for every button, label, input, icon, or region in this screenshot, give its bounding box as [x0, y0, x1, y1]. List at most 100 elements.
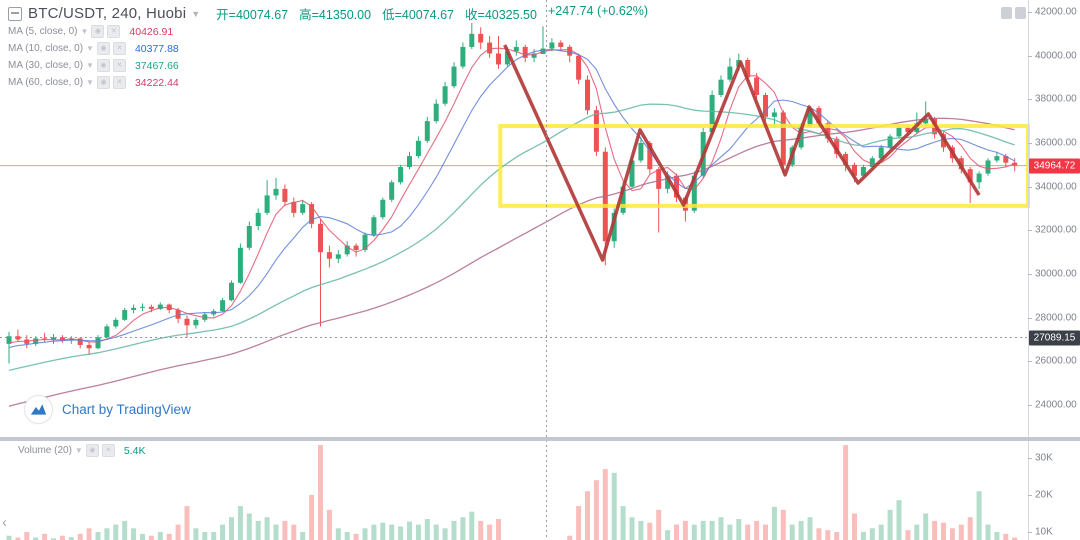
candle-body [487, 42, 493, 54]
chevron-down-icon[interactable]: ▼ [86, 61, 94, 70]
volume-bar [104, 528, 110, 540]
pane-divider[interactable] [0, 437, 1080, 441]
volume-bar [469, 511, 475, 540]
chevron-down-icon[interactable]: ▼ [80, 27, 89, 36]
volume-bar [344, 532, 350, 540]
collapse-legend-icon[interactable] [8, 6, 22, 21]
chevron-down-icon[interactable]: ▼ [86, 44, 94, 53]
pane-button[interactable] [1001, 7, 1012, 19]
volume-bar [246, 513, 252, 540]
indicator-row-ma10: MA (10, close, 0) ▼ ◉ ✕ 40377.88 [8, 42, 179, 55]
price-axis-label: 34000.00 [1035, 181, 1077, 193]
volume-bar [398, 526, 404, 540]
volume-bar [433, 524, 439, 540]
candle-body [380, 199, 386, 218]
chevron-down-icon[interactable]: ▼ [86, 78, 94, 87]
volume-bar [166, 533, 172, 540]
candle-body [620, 186, 626, 213]
chevron-down-icon[interactable]: ▼ [74, 446, 83, 455]
indicator-value: 34222.44 [134, 76, 179, 89]
volume-bar [211, 532, 217, 540]
volume-bar [958, 524, 964, 540]
price-axis-label: 38000.00 [1035, 93, 1077, 105]
candle-body [220, 300, 226, 312]
axis-tick [1028, 230, 1032, 232]
candle-body [309, 204, 315, 224]
crosshair-price-badge: 27089.15 [1029, 330, 1080, 346]
indicator-delete-icon[interactable]: ✕ [112, 42, 126, 55]
candle-body [878, 147, 884, 159]
candle-body [59, 337, 65, 341]
candle-body [576, 55, 582, 80]
volume-bar [193, 528, 199, 540]
price-axis-line [1028, 0, 1029, 540]
indicator-settings-icon[interactable]: ◉ [96, 59, 110, 72]
drawing-trendline[interactable] [503, 44, 981, 262]
volume-bar [727, 524, 733, 540]
volume-bar [834, 532, 840, 540]
indicator-delete-icon[interactable]: ✕ [112, 76, 126, 89]
price-axis-label: 24000.00 [1035, 399, 1077, 411]
volume-bar [309, 495, 315, 540]
candle-body [1003, 156, 1009, 163]
volume-bar [389, 524, 395, 540]
volume-bar [780, 509, 786, 540]
volume-axis-label: 10K [1035, 526, 1053, 538]
candle-body [433, 103, 439, 122]
volume-bar [825, 530, 831, 540]
volume-bar [718, 517, 724, 540]
volume-bar [131, 528, 137, 540]
volume-bar [148, 535, 154, 540]
candle-body [33, 338, 39, 344]
volume-bar [362, 528, 368, 540]
indicator-label: MA (10, close, 0) [8, 43, 84, 54]
volume-bar [709, 520, 715, 540]
pane-button[interactable] [1015, 7, 1026, 19]
ma-line-ma60 [8, 117, 1015, 407]
candle-body [389, 182, 395, 200]
indicator-settings-icon[interactable]: ◉ [85, 444, 99, 457]
price-axis-label: 28000.00 [1035, 312, 1077, 324]
candle-body [665, 175, 671, 189]
candle-body [184, 318, 190, 326]
volume-bar [229, 517, 234, 540]
candle-body [407, 156, 412, 168]
indicator-delete-icon[interactable]: ✕ [107, 25, 121, 38]
indicator-settings-icon[interactable]: ◉ [91, 25, 105, 38]
indicator-settings-icon[interactable]: ◉ [96, 42, 110, 55]
candle-body [371, 217, 377, 235]
indicator-settings-icon[interactable]: ◉ [96, 76, 110, 89]
symbol-title[interactable]: BTC/USDT, 240, Huobi [28, 5, 187, 22]
candle-body [415, 140, 421, 157]
axis-tick [1028, 12, 1032, 13]
volume-bar [220, 524, 226, 540]
candle-body [496, 53, 501, 65]
chevron-down-icon[interactable]: ▼ [191, 8, 201, 19]
candle-body [353, 245, 359, 250]
candle-body [549, 42, 555, 49]
candle-body [104, 326, 110, 338]
volume-bar [273, 524, 279, 540]
candle-body [95, 337, 101, 349]
indicator-delete-icon[interactable]: ✕ [112, 59, 126, 72]
collapse-panel-chevron-icon[interactable]: ‹ [2, 514, 7, 531]
volume-bar [415, 524, 421, 540]
indicator-value: 40377.88 [134, 42, 179, 55]
candle-body [246, 225, 252, 248]
candle-body [869, 158, 875, 168]
indicator-delete-icon[interactable]: ✕ [101, 444, 115, 457]
volume-axis-label: 20K [1035, 489, 1053, 501]
volume-bar [771, 506, 777, 540]
candle-body [994, 156, 1000, 161]
axis-tick [1028, 274, 1032, 275]
axis-tick [1028, 405, 1032, 406]
volume-bar [923, 513, 929, 540]
candle-body [157, 304, 163, 309]
volume-bar [95, 532, 101, 540]
candle-body [852, 164, 857, 176]
candle-body [896, 127, 902, 137]
axis-tick [1028, 99, 1032, 101]
axis-tick [1028, 55, 1032, 57]
tradingview-attribution[interactable]: Chart by TradingView [24, 395, 191, 424]
